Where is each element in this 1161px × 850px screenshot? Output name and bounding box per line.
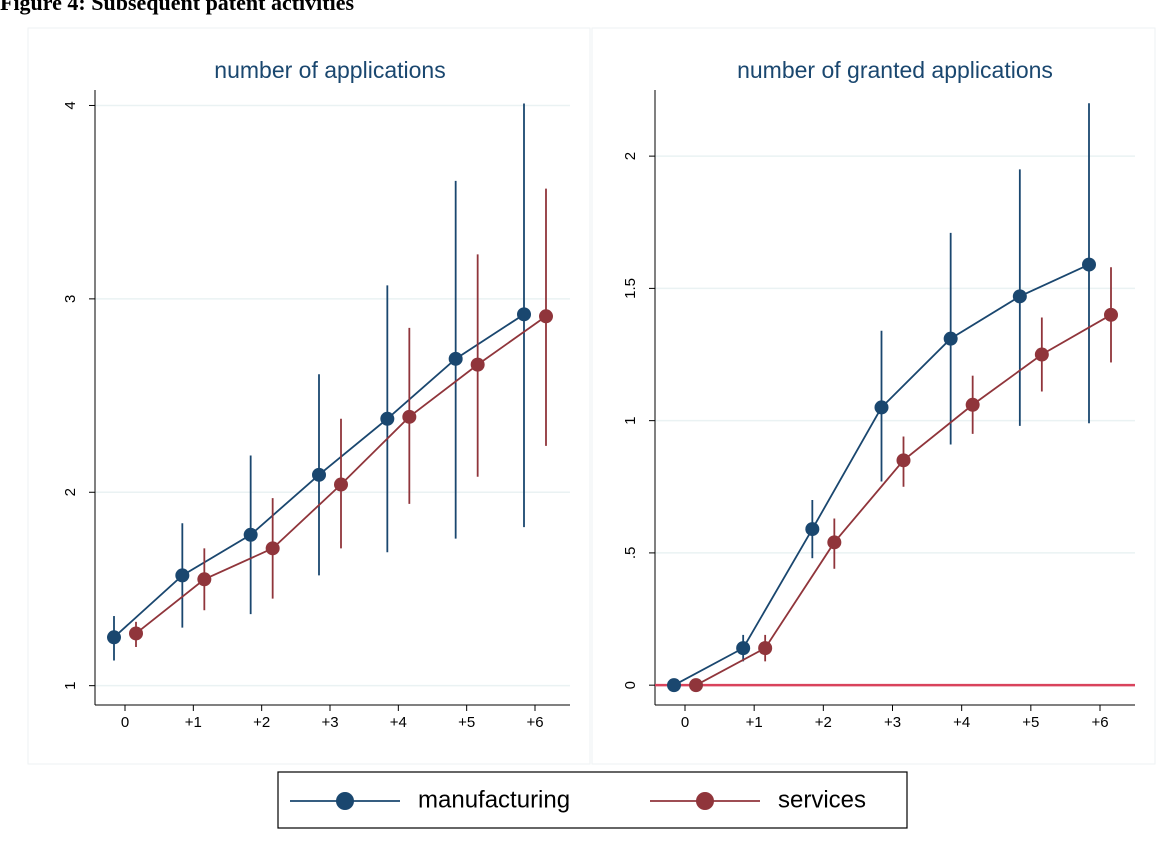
y-tick-label: .5 [622, 547, 639, 560]
y-tick-label: 1.5 [622, 278, 639, 299]
x-tick-label: +4 [953, 714, 970, 731]
panel-bg [591, 27, 1156, 765]
point [689, 678, 703, 693]
y-tick-label: 0 [622, 681, 639, 689]
point [517, 307, 531, 322]
point [1034, 347, 1049, 362]
legend-label: services [778, 786, 866, 813]
point [667, 678, 681, 693]
legend-box [277, 771, 908, 829]
point [1012, 289, 1027, 304]
point [805, 522, 820, 537]
y-tick-label: 2 [62, 488, 79, 496]
point [312, 467, 326, 482]
chart-title: number of applications [214, 57, 445, 83]
point [1082, 257, 1096, 272]
x-tick-label: 0 [681, 714, 689, 731]
point [380, 411, 395, 426]
point [448, 351, 463, 366]
point [874, 400, 889, 415]
x-tick-label: +5 [458, 714, 475, 731]
y-tick-label: 1 [62, 681, 79, 689]
legend-marker [696, 792, 714, 810]
point [197, 572, 212, 587]
x-tick-label: +1 [185, 714, 202, 731]
x-tick-label: +2 [815, 714, 832, 731]
point [539, 309, 553, 324]
x-tick-label: +5 [1022, 714, 1039, 731]
figure-title: Figure 4: Subsequent patent activities [0, 0, 355, 15]
point [129, 626, 143, 641]
point [896, 453, 911, 468]
y-tick-label: 4 [62, 101, 79, 109]
point [965, 397, 980, 412]
y-tick-label: 2 [622, 152, 639, 160]
point [243, 527, 258, 542]
y-tick-label: 1 [622, 416, 639, 424]
point [175, 568, 190, 583]
point [265, 541, 280, 556]
panel-bg [27, 27, 591, 765]
point [736, 641, 751, 656]
x-tick-label: +1 [746, 714, 763, 731]
x-tick-label: +3 [884, 714, 901, 731]
x-tick-label: +6 [526, 714, 543, 731]
x-tick-label: +2 [253, 714, 270, 731]
point [1104, 307, 1118, 322]
x-tick-label: +6 [1091, 714, 1108, 731]
point [827, 535, 842, 550]
legend-label: manufacturing [418, 786, 570, 813]
point [402, 409, 417, 424]
x-tick-label: +3 [321, 714, 338, 731]
point [470, 357, 485, 372]
point [334, 477, 348, 492]
y-tick-label: 3 [62, 295, 79, 303]
x-tick-label: 0 [121, 714, 129, 731]
point [107, 630, 121, 645]
point [943, 331, 958, 346]
legend-marker [336, 792, 354, 810]
x-tick-label: +4 [390, 714, 407, 731]
point [758, 641, 773, 656]
chart-title: number of granted applications [737, 57, 1053, 83]
